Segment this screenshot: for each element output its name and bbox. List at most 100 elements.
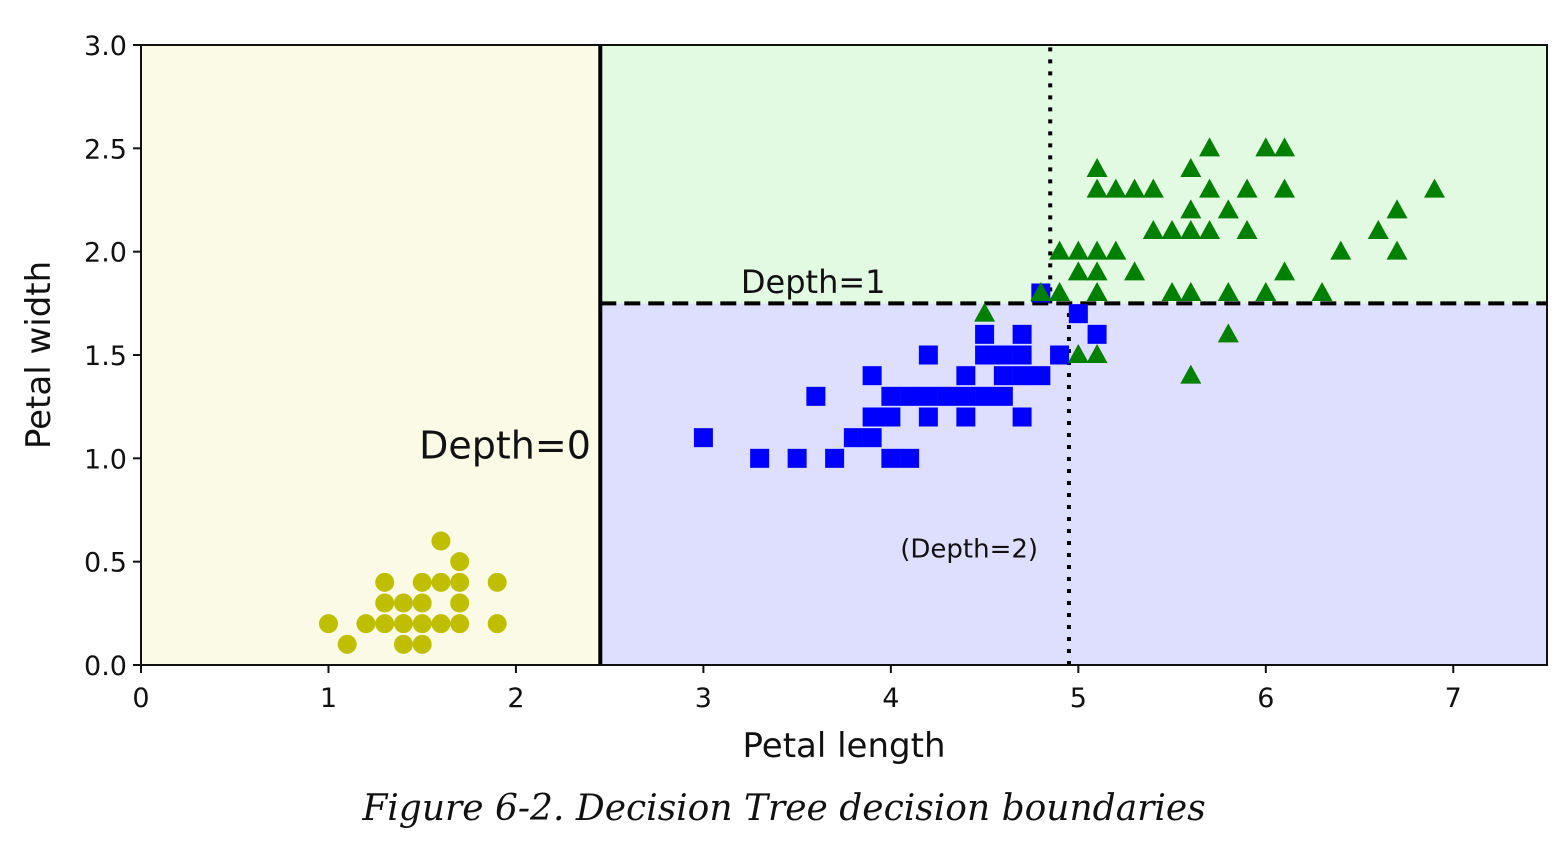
setosa-point xyxy=(450,614,470,634)
virginica-point xyxy=(1180,158,1202,177)
virginica-point xyxy=(1124,178,1146,198)
virginica-point xyxy=(1330,240,1352,260)
setosa-point xyxy=(375,614,395,634)
versicolor-point xyxy=(900,386,920,406)
virginica-point xyxy=(1274,137,1296,157)
versicolor-point xyxy=(900,448,920,468)
versicolor-point xyxy=(693,428,713,448)
x-tick-label: 6 xyxy=(1257,683,1274,714)
versicolor-point xyxy=(975,345,995,365)
y-tick-label: 2.0 xyxy=(84,238,127,269)
versicolor-point xyxy=(881,448,901,468)
setosa-point xyxy=(487,614,507,634)
versicolor-point xyxy=(806,386,826,406)
virginica-point xyxy=(1124,261,1146,281)
versicolor-point xyxy=(862,407,882,427)
versicolor-point xyxy=(825,448,845,468)
setosa-point xyxy=(431,572,451,592)
versicolor-point xyxy=(918,345,938,365)
versicolor-point xyxy=(881,407,901,427)
virginica-point xyxy=(1217,199,1239,219)
virginica-point xyxy=(1086,261,1108,281)
versicolor-point xyxy=(1012,407,1032,427)
virginica-point xyxy=(1367,220,1389,239)
virginica-point xyxy=(1105,178,1127,198)
virginica-point xyxy=(1311,282,1333,301)
versicolor-point xyxy=(956,366,976,386)
y-tick-label: 0.5 xyxy=(84,548,127,579)
virginica-point xyxy=(1142,220,1164,239)
setosa-point xyxy=(318,614,338,634)
x-tick-label: 3 xyxy=(695,683,712,714)
x-tick-label: 2 xyxy=(507,683,524,714)
versicolor-point xyxy=(993,386,1013,406)
versicolor-point xyxy=(1050,345,1070,365)
versicolor-point xyxy=(1031,366,1051,386)
x-axis-title: Petal length xyxy=(742,726,945,766)
annotation-label: Depth=1 xyxy=(741,263,886,301)
setosa-point xyxy=(450,572,470,592)
versicolor-point xyxy=(862,428,882,448)
versicolor-point xyxy=(1087,324,1107,344)
data-points xyxy=(318,137,1446,654)
virginica-point xyxy=(1067,261,1089,281)
setosa-point xyxy=(431,531,451,551)
setosa-point xyxy=(356,614,376,634)
virginica-point xyxy=(1274,178,1296,198)
setosa-point xyxy=(412,634,432,654)
setosa-point xyxy=(412,593,432,613)
versicolor-point xyxy=(843,428,863,448)
x-tick-label: 0 xyxy=(132,683,149,714)
virginica-point xyxy=(1086,178,1108,198)
virginica-point xyxy=(1217,282,1239,301)
y-tick-label: 1.5 xyxy=(84,341,127,372)
virginica-point xyxy=(1030,282,1052,301)
virginica-point xyxy=(1142,178,1164,198)
setosa-point xyxy=(487,572,507,592)
virginica-point xyxy=(1049,240,1071,260)
annotations: Depth=0 Depth=1 (Depth=2) xyxy=(419,263,1038,565)
versicolor-point xyxy=(1012,366,1032,386)
setosa-point xyxy=(450,593,470,613)
virginica-point xyxy=(1105,240,1127,260)
virginica-point xyxy=(1199,220,1221,239)
y-tick-label: 1.0 xyxy=(84,444,127,475)
region-virginica xyxy=(600,45,1547,304)
versicolor-point xyxy=(975,386,995,406)
virginica-point xyxy=(1255,137,1277,157)
x-tick-label: 7 xyxy=(1445,683,1462,714)
virginica-point xyxy=(1199,178,1221,198)
figure-caption: Figure 6-2. Decision Tree decision bound… xyxy=(362,788,1206,829)
virginica-point xyxy=(1386,240,1408,260)
versicolor-point xyxy=(956,386,976,406)
setosa-point xyxy=(393,614,413,634)
x-tick-label: 4 xyxy=(882,683,899,714)
virginica-point xyxy=(1199,137,1221,157)
versicolor-point xyxy=(975,324,995,344)
versicolor-point xyxy=(937,386,957,406)
setosa-point xyxy=(393,634,413,654)
virginica-point xyxy=(1067,240,1089,260)
versicolor-point xyxy=(750,448,770,468)
virginica-point xyxy=(1236,178,1258,198)
setosa-point xyxy=(375,593,395,613)
versicolor-point xyxy=(993,345,1013,365)
setosa-point xyxy=(431,614,451,634)
virginica-point xyxy=(1255,282,1277,301)
region-versicolor xyxy=(600,303,1547,665)
virginica-point xyxy=(1161,282,1183,301)
versicolor-point xyxy=(862,366,882,386)
setosa-point xyxy=(412,572,432,592)
virginica-point xyxy=(1049,282,1071,301)
versicolor-point xyxy=(1012,324,1032,344)
setosa-point xyxy=(337,634,357,654)
versicolor-point xyxy=(787,448,807,468)
virginica-point xyxy=(1086,282,1108,301)
decision-regions xyxy=(141,45,1547,665)
y-axis-title: Petal width xyxy=(19,261,59,449)
versicolor-point xyxy=(918,407,938,427)
setosa-point xyxy=(393,593,413,613)
virginica-point xyxy=(1086,344,1108,363)
virginica-point xyxy=(1386,199,1408,219)
region-setosa xyxy=(141,45,601,665)
